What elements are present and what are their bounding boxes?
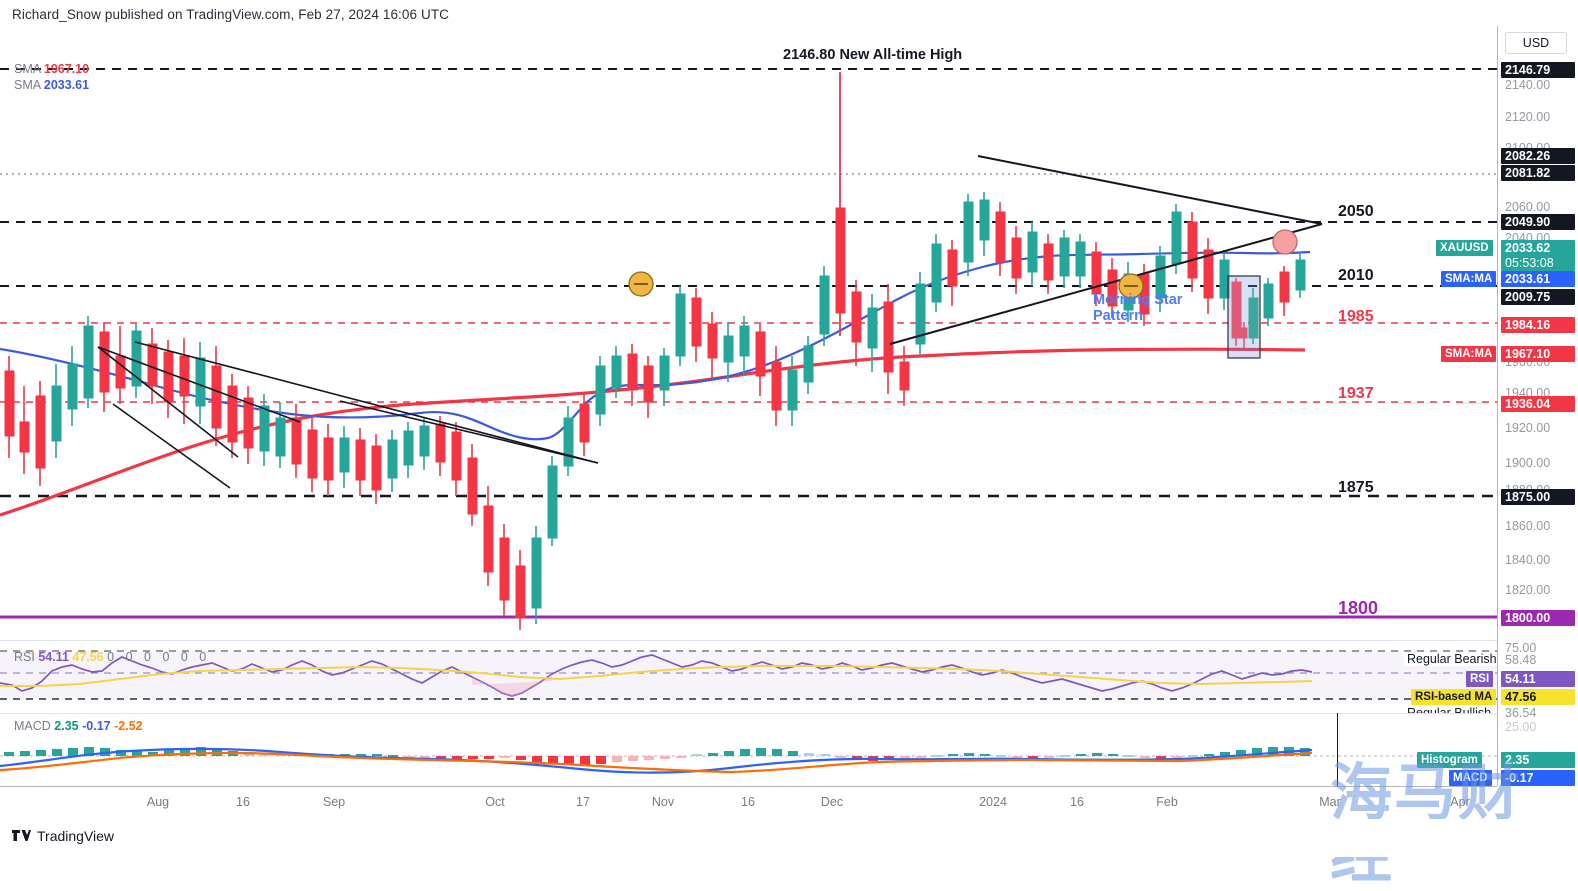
rsi-legend-zeros: 0 0 0 0 0 0 (107, 650, 211, 664)
macd-histogram-tag-value: 2.35 (1501, 752, 1575, 768)
tradingview-wordmark: TradingView (37, 828, 115, 844)
axis-tick-2120: 2120.00 (1505, 110, 1551, 124)
axis-label-1800-00: 1800.00 (1501, 610, 1575, 626)
time-label-17: 17 (576, 795, 590, 809)
legend-sma-blue-label: SMA (14, 78, 41, 92)
rsi-axis-tick-36-54: 36.54 (1505, 706, 1537, 720)
time-label-2024: 2024 (979, 795, 1007, 809)
macd-signal-value: -2.52 (114, 719, 143, 733)
rsi-legend[interactable]: RSI 54.11 47.56 0 0 0 0 0 0 (14, 650, 210, 664)
axis-tick-2140: 2140.00 (1505, 78, 1551, 92)
axis-label-2009-75: 2009.75 (1501, 289, 1575, 305)
macd-tag-value: -0.17 (1501, 770, 1575, 786)
rsi-legend-label: RSI (14, 650, 35, 664)
rsi-axis-tick-75: 75.00 (1505, 641, 1537, 655)
rsi-plot (0, 650, 1497, 700)
axis-label-1875-00: 1875.00 (1501, 489, 1575, 505)
time-label-feb: Feb (1156, 795, 1178, 809)
rsi-pane[interactable]: RSI 54.11 47.56 0 0 0 0 0 0 (0, 640, 1497, 712)
rsi-tag-label[interactable]: RSI (1466, 671, 1494, 687)
legend-sma-red-value: 1967.10 (43, 62, 90, 76)
time-label-16-a: 16 (236, 795, 250, 809)
rsi-ma-tag-label[interactable]: RSI-based MA (1411, 689, 1497, 705)
legend-sma-red-label: SMA (14, 62, 41, 76)
series-tag-sma-blue[interactable]: SMA:MA (1441, 271, 1497, 287)
time-label-sep: Sep (322, 795, 346, 809)
axis-label-2146-79: 2146.79 (1501, 62, 1575, 78)
time-axis[interactable] (0, 786, 1497, 819)
tradingview-mark-icon (12, 829, 31, 841)
crosshair-vertical (1337, 713, 1338, 786)
series-tag-xauusd[interactable]: XAUUSD (1436, 240, 1493, 256)
macd-line-value: -0.17 (82, 719, 111, 733)
level-label-1937: 1937 (1338, 385, 1374, 402)
time-label-16-b: 16 (741, 795, 755, 809)
footer (0, 819, 1578, 857)
all-time-high-annotation: 2146.80 New All-time High (783, 47, 963, 63)
price-plot (0, 68, 1497, 630)
time-label-mar: Mar (1319, 795, 1341, 809)
axis-label-1967-10: 1967.10 (1501, 346, 1575, 362)
macd-hist-value: 2.35 (54, 719, 79, 733)
time-label-oct: Oct (485, 795, 505, 809)
rsi-legend-value: 54.11 (38, 650, 69, 664)
time-label-16-c: 16 (1070, 795, 1084, 809)
level-label-1875: 1875 (1338, 479, 1374, 496)
axis-label-2082-26: 2082.26 (1501, 148, 1575, 164)
axis-label-countdown: 05:53:08 (1501, 255, 1575, 271)
morning-star-line1: Morning Star (1093, 292, 1183, 308)
axis-label-2033-62: 2033.62 (1501, 240, 1575, 256)
axis-label-1936-04: 1936.04 (1501, 396, 1575, 412)
level-label-2010: 2010 (1338, 267, 1374, 284)
time-label-dec: Dec (820, 795, 844, 809)
axis-tick-1820: 1820.00 (1505, 583, 1551, 597)
series-tag-sma-red[interactable]: SMA:MA (1441, 346, 1497, 362)
macd-histogram-tag-label[interactable]: Histogram (1417, 752, 1482, 768)
chart-root: Richard_Snow published on TradingView.co… (0, 7, 1578, 886)
rsi-ma-tag-value: 47.56 (1501, 689, 1575, 705)
time-label-nov: Nov (651, 795, 675, 809)
rsi-tag-value: 54.11 (1501, 671, 1575, 687)
macd-tag-label[interactable]: MACD (1449, 770, 1492, 786)
axis-tick-1840: 1840.00 (1505, 553, 1551, 567)
morning-star-line2: Pattern (1093, 308, 1143, 324)
axis-label-2081-82: 2081.82 (1501, 165, 1575, 181)
price-pane[interactable]: SMA 1967.10 SMA 2033.61 (0, 26, 1497, 638)
rsi-axis-tick-58-48: 58.48 (1505, 653, 1537, 667)
rsi-regular-bearish-label: Regular Bearish (1404, 652, 1500, 666)
axis-label-2049-90: 2049.90 (1501, 214, 1575, 230)
macd-legend-label: MACD (14, 719, 51, 733)
legend-sma-red[interactable]: SMA 1967.10 (14, 62, 89, 76)
tradingview-logo[interactable]: TradingView (12, 828, 114, 844)
level-label-1985: 1985 (1338, 308, 1374, 325)
rsi-ma-legend-value: 47.56 (72, 650, 104, 664)
axis-tick-1920: 1920.00 (1505, 421, 1551, 435)
axis-tick-1860: 1860.00 (1505, 519, 1551, 533)
publisher-line: Richard_Snow published on TradingView.co… (12, 7, 450, 22)
time-label-apr: Apr (1450, 795, 1470, 809)
level-label-1800: 1800 (1338, 598, 1379, 618)
axis-tick-2060: 2060.00 (1505, 200, 1551, 214)
macd-plot (0, 747, 1497, 774)
axis-label-1984-16: 1984.16 (1501, 317, 1575, 333)
legend-sma-blue-value: 2033.61 (43, 78, 90, 92)
macd-legend[interactable]: MACD 2.35 -0.17 -2.52 (14, 719, 143, 733)
time-label-aug: Aug (146, 795, 170, 809)
level-label-2050: 2050 (1338, 203, 1374, 220)
macd-pane[interactable]: MACD 2.35 -0.17 -2.52 (0, 713, 1497, 785)
legend-sma-blue[interactable]: SMA 2033.61 (14, 78, 89, 92)
rsi-axis-tick-25: 25.00 (1505, 720, 1537, 734)
axis-tick-1900: 1900.00 (1505, 456, 1551, 470)
currency-badge[interactable]: USD (1505, 32, 1567, 54)
morning-star-annotation: Morning Star Pattern (1093, 292, 1182, 324)
axis-label-2033-61: 2033.61 (1501, 271, 1575, 287)
